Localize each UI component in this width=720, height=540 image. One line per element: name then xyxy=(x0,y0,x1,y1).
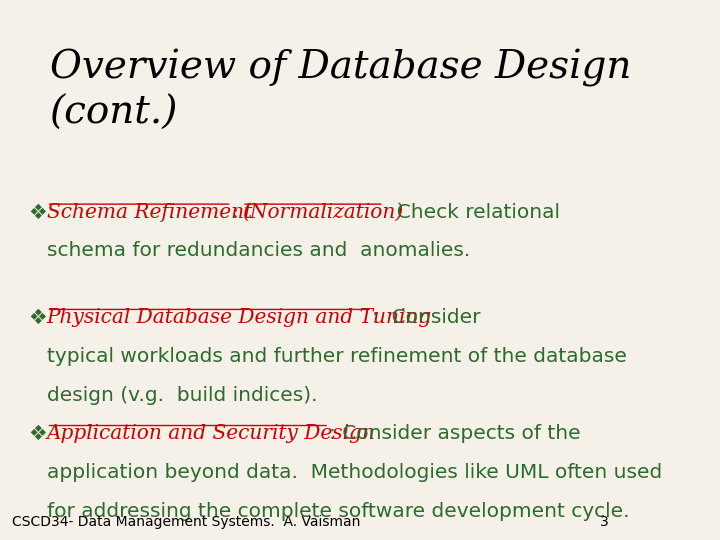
Text: Schema Refinement: Schema Refinement xyxy=(47,202,252,221)
Text: for addressing the complete software development cycle.: for addressing the complete software dev… xyxy=(47,502,629,521)
Text: : Consider aspects of the: : Consider aspects of the xyxy=(329,424,581,443)
Text: :: : xyxy=(232,202,238,221)
Text: Overview of Database Design
(cont.): Overview of Database Design (cont.) xyxy=(50,49,631,132)
Text: :  Consider: : Consider xyxy=(372,308,480,327)
Text: ❖: ❖ xyxy=(28,202,47,222)
Text: schema for redundancies and  anomalies.: schema for redundancies and anomalies. xyxy=(47,241,470,260)
Text: application beyond data.  Methodologies like UML often used: application beyond data. Methodologies l… xyxy=(47,463,662,482)
Text: CSCD34- Data Management Systems.  A. Vaisman: CSCD34- Data Management Systems. A. Vais… xyxy=(12,515,361,529)
Text: typical workloads and further refinement of the database: typical workloads and further refinement… xyxy=(47,347,626,366)
Text: Application and Security Design: Application and Security Design xyxy=(47,424,375,443)
Text: 3: 3 xyxy=(600,515,608,529)
Text: Check relational: Check relational xyxy=(384,202,559,221)
Text: Physical Database Design and Tuning: Physical Database Design and Tuning xyxy=(47,308,432,327)
Text: (Normalization): (Normalization) xyxy=(242,202,403,221)
Text: ❖: ❖ xyxy=(28,424,47,444)
Text: design (v.g.  build indices).: design (v.g. build indices). xyxy=(47,386,317,404)
Text: ❖: ❖ xyxy=(28,308,47,328)
